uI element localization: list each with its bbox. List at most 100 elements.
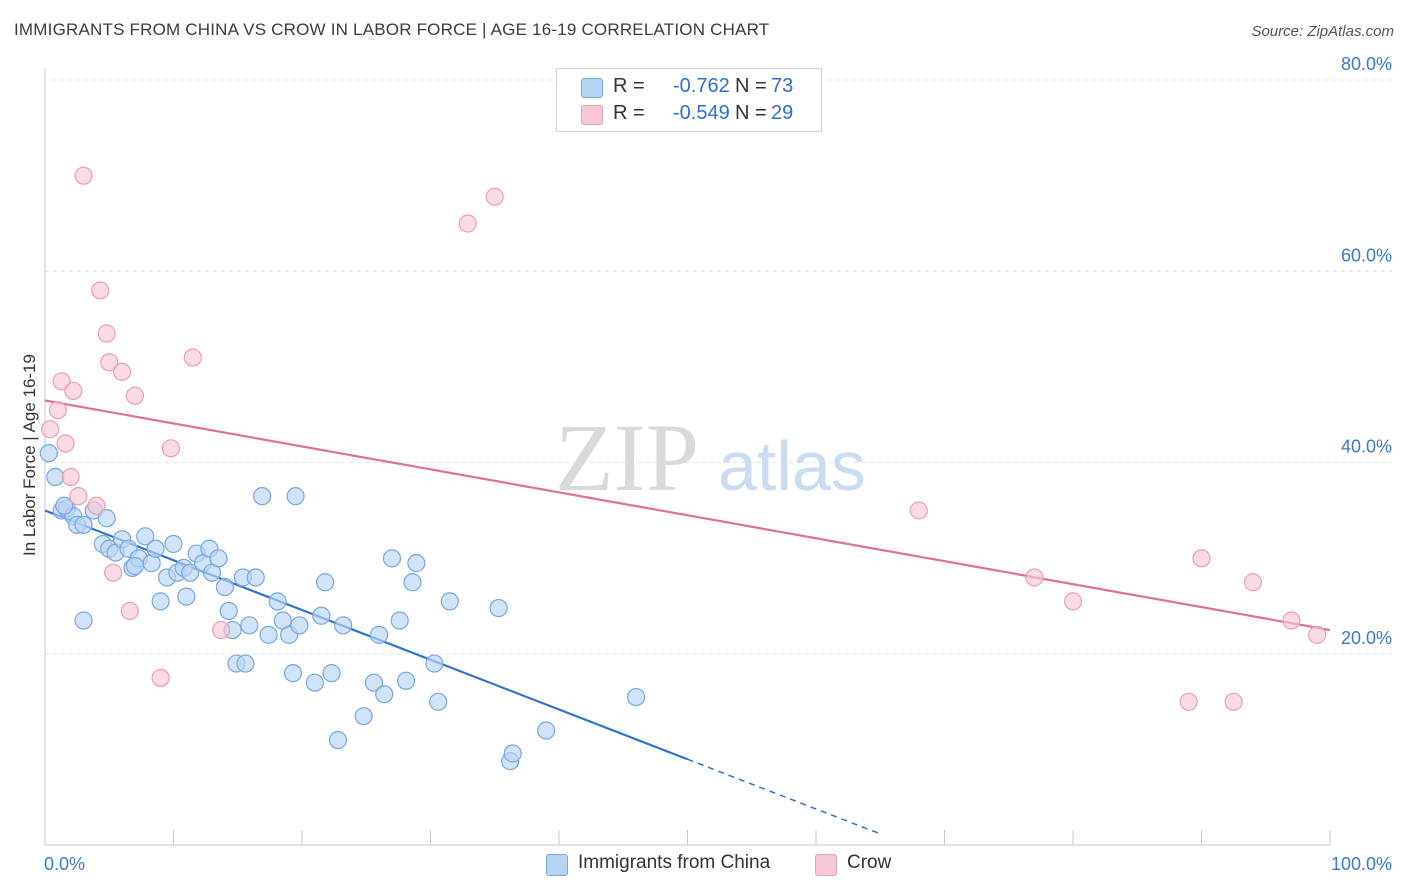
data-points bbox=[39, 166, 1327, 771]
crow-point bbox=[1192, 549, 1211, 568]
china-trend-extension bbox=[687, 758, 881, 835]
china-point bbox=[354, 707, 373, 726]
china-point bbox=[440, 592, 459, 611]
chart-title: IMMIGRANTS FROM CHINA VS CROW IN LABOR F… bbox=[14, 20, 770, 39]
china-point bbox=[246, 568, 265, 587]
crow-trend-line bbox=[44, 399, 1331, 632]
china-point bbox=[55, 496, 74, 515]
crow-point bbox=[56, 434, 75, 453]
n-value: 73 bbox=[771, 75, 794, 97]
china-point bbox=[125, 556, 145, 576]
y-tick-label: 80.0% bbox=[1341, 54, 1392, 74]
china-point bbox=[364, 673, 384, 692]
crow-point bbox=[151, 668, 170, 688]
china-point bbox=[489, 598, 508, 618]
china-point bbox=[136, 527, 155, 546]
y-tick-label: 20.0% bbox=[1341, 628, 1392, 648]
watermark: ZIP atlas bbox=[555, 404, 866, 511]
n-label: N = bbox=[735, 102, 767, 124]
china-point bbox=[236, 654, 255, 673]
china-point bbox=[316, 573, 335, 592]
n-value: 29 bbox=[771, 102, 794, 124]
crow-point bbox=[909, 501, 928, 520]
legend-label-crow: Crow bbox=[847, 852, 892, 873]
china-point bbox=[305, 673, 324, 692]
china-point bbox=[283, 664, 303, 683]
y-tick-label: 60.0% bbox=[1341, 245, 1392, 265]
x-tick-label: 0.0% bbox=[44, 854, 85, 874]
china-point bbox=[370, 625, 389, 644]
crow-point bbox=[183, 348, 202, 367]
crow-point bbox=[61, 467, 80, 487]
china-point bbox=[268, 592, 287, 611]
crow-point bbox=[1025, 568, 1044, 587]
watermark-zip: ZIP bbox=[555, 404, 699, 511]
legend-swatch-china bbox=[546, 854, 568, 876]
china-point bbox=[290, 616, 309, 635]
china-point bbox=[375, 685, 394, 704]
crow-point bbox=[1243, 573, 1263, 592]
tick-labels: 20.0% 40.0% 60.0% 80.0% 0.0% 100.0% bbox=[44, 54, 1392, 874]
china-point bbox=[215, 577, 234, 597]
r-label: R = bbox=[613, 75, 645, 97]
crow-point bbox=[125, 386, 145, 405]
china-point bbox=[74, 611, 93, 630]
crow-point bbox=[69, 487, 88, 506]
china-point bbox=[151, 592, 170, 611]
crow-point bbox=[112, 362, 132, 381]
china-point bbox=[97, 509, 116, 528]
china-point bbox=[429, 692, 448, 711]
legend-swatch-crow bbox=[815, 854, 837, 876]
crow-point bbox=[1224, 692, 1243, 711]
china-point bbox=[382, 549, 402, 568]
crow-point bbox=[64, 381, 83, 401]
china-point bbox=[253, 487, 272, 506]
china-point bbox=[181, 563, 200, 582]
china-point bbox=[396, 671, 416, 690]
crow-point bbox=[1282, 611, 1301, 630]
china-point bbox=[407, 554, 426, 573]
china-point bbox=[219, 601, 238, 621]
china-point bbox=[537, 721, 556, 740]
crow-point bbox=[41, 420, 60, 439]
china-point bbox=[626, 687, 646, 707]
china-point bbox=[146, 539, 165, 558]
watermark-atlas: atlas bbox=[718, 427, 866, 505]
crow-point bbox=[100, 353, 119, 372]
china-point bbox=[425, 654, 444, 673]
crow-point bbox=[97, 324, 116, 343]
crow-point bbox=[211, 620, 231, 640]
y-tick-label: 40.0% bbox=[1341, 437, 1392, 457]
china-point bbox=[177, 587, 196, 606]
crow-point bbox=[1179, 692, 1198, 711]
r-value: -0.549 bbox=[673, 102, 730, 124]
china-point bbox=[46, 467, 65, 487]
r-label: R = bbox=[613, 102, 645, 124]
crow-point bbox=[1063, 592, 1083, 611]
crow-point bbox=[485, 187, 504, 206]
china-point bbox=[328, 730, 348, 750]
china-point bbox=[74, 515, 93, 534]
crow-point bbox=[458, 214, 477, 233]
stats-box: R = -0.762 N = 73 R = -0.549 N = 29 bbox=[556, 68, 822, 132]
crow-point bbox=[48, 400, 67, 420]
china-point bbox=[259, 625, 278, 644]
china-point bbox=[209, 549, 228, 568]
china-point bbox=[312, 606, 331, 625]
crow-point bbox=[1308, 625, 1327, 644]
chart-source: Source: ZipAtlas.com bbox=[1251, 23, 1394, 40]
crow-point bbox=[91, 281, 110, 300]
china-point bbox=[390, 611, 409, 630]
china-point bbox=[334, 616, 353, 635]
crow-point bbox=[74, 166, 93, 185]
legend-label-china: Immigrants from China bbox=[578, 852, 771, 873]
china-point bbox=[240, 616, 259, 635]
china-point bbox=[403, 573, 422, 592]
crow-point bbox=[161, 439, 181, 458]
gridlines bbox=[45, 79, 1392, 655]
n-label: N = bbox=[735, 75, 767, 97]
china-point bbox=[39, 444, 58, 463]
china-point bbox=[286, 487, 305, 506]
crow-point bbox=[104, 563, 123, 582]
